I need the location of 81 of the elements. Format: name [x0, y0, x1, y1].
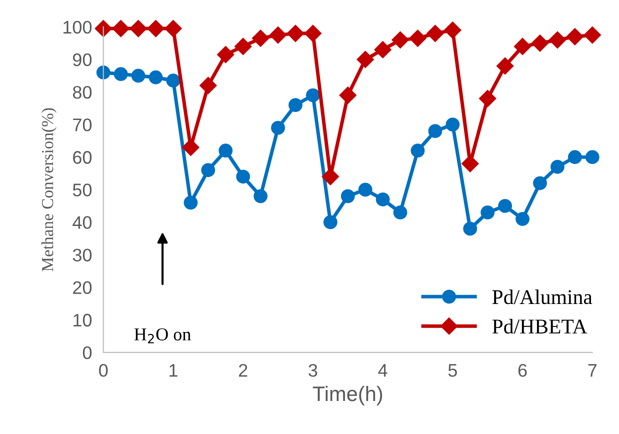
- point: [269, 26, 287, 44]
- annotation: H$_{2}$O on: [134, 328, 191, 344]
- point: [531, 34, 549, 52]
- point: [322, 168, 339, 186]
- legend-label: Pd/HBETA: [492, 318, 588, 334]
- point: [480, 206, 495, 220]
- point: [514, 38, 532, 55]
- x-tick-label: 7: [588, 364, 596, 377]
- x-tick-label: 2: [238, 364, 248, 377]
- point: [585, 150, 600, 164]
- point: [131, 68, 146, 83]
- y-tick-label: 80: [72, 86, 92, 99]
- point: [166, 74, 180, 88]
- point: [184, 196, 198, 210]
- point: [130, 20, 147, 38]
- y-tick-label: 10: [74, 314, 92, 327]
- y-axis-title: Methane Conversion(%): [41, 108, 57, 272]
- point: [392, 31, 409, 48]
- x-tick-label: 3: [308, 364, 318, 377]
- point: [496, 57, 514, 75]
- y-tick-label: 50: [72, 184, 92, 196]
- point: [112, 20, 130, 38]
- point: [339, 86, 356, 104]
- y-tick-label: 60: [73, 151, 92, 164]
- point: [234, 38, 252, 55]
- x-tick-label: 0: [99, 364, 108, 377]
- point: [236, 170, 250, 184]
- point: [304, 24, 322, 42]
- point: [533, 176, 547, 190]
- y-tick-label: 90: [73, 53, 92, 66]
- point: [462, 155, 479, 172]
- y-tick-label: 70: [73, 118, 92, 132]
- point: [550, 160, 564, 174]
- point: [356, 50, 374, 68]
- y-tick-label: 100: [64, 20, 92, 34]
- x-tick-label: 5: [448, 364, 457, 377]
- point: [463, 222, 478, 236]
- point: [340, 189, 355, 204]
- point: [96, 66, 110, 80]
- point: [94, 20, 112, 38]
- x-tick-label: 4: [378, 364, 388, 377]
- point: [446, 118, 460, 132]
- point: [218, 144, 233, 158]
- point: [147, 20, 164, 38]
- point: [410, 144, 425, 158]
- y-tick-label: 30: [72, 248, 92, 262]
- point: [271, 120, 285, 135]
- point: [148, 70, 163, 84]
- point: [498, 198, 512, 213]
- point: [201, 163, 216, 178]
- point: [568, 150, 582, 164]
- point: [288, 98, 302, 112]
- point: [286, 24, 304, 42]
- point: [374, 41, 392, 58]
- point: [548, 31, 566, 48]
- point: [376, 192, 390, 206]
- point: [584, 26, 601, 44]
- legend-label: Pd/Alumina: [492, 289, 592, 304]
- point: [426, 24, 444, 42]
- x-tick-label: 6: [518, 364, 527, 377]
- point: [306, 88, 320, 102]
- y-tick-label: 20: [73, 281, 92, 294]
- x-tick-label: 1: [170, 364, 178, 377]
- point: [566, 28, 584, 46]
- y-tick-label: 0: [82, 346, 92, 360]
- point: [252, 30, 270, 47]
- point: [516, 212, 530, 226]
- point: [114, 67, 128, 82]
- point: [428, 124, 442, 138]
- y-tick-label: 40: [72, 216, 92, 229]
- point: [444, 22, 462, 39]
- point: [323, 215, 338, 230]
- point: [254, 189, 268, 204]
- x-axis-title: Time(h): [312, 386, 382, 406]
- point: [200, 76, 217, 94]
- point: [409, 30, 426, 47]
- point: [164, 20, 182, 38]
- point: [479, 90, 496, 108]
- point: [393, 206, 408, 220]
- point: [358, 182, 372, 197]
- point: [217, 46, 234, 64]
